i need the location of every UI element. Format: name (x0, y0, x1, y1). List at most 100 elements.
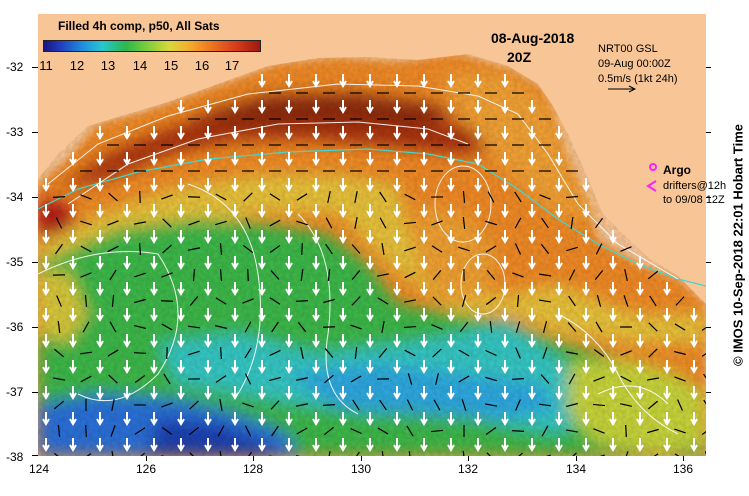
current-vector (595, 321, 603, 333)
current-vector (42, 386, 50, 400)
current-vector (231, 100, 239, 114)
current-vector (161, 194, 173, 200)
current-vector (285, 230, 293, 244)
current-vector (528, 204, 536, 218)
current-vector (447, 360, 455, 374)
current-vector (486, 269, 496, 281)
current-vector (393, 74, 401, 88)
x-tick-label: 136 (672, 462, 694, 476)
current-vector (600, 454, 605, 456)
current-vector (140, 452, 146, 456)
current-vector (350, 324, 362, 330)
current-vector (258, 204, 266, 218)
current-vector (596, 295, 602, 307)
current-vector (215, 297, 227, 305)
current-vector (107, 349, 119, 357)
current-vector (555, 438, 563, 452)
current-vector (54, 243, 64, 255)
current-vector (80, 194, 92, 200)
current-vector (339, 152, 347, 166)
current-vector (447, 152, 455, 166)
argo-marker-icon (649, 163, 657, 171)
current-vector (134, 374, 146, 384)
current-vector (96, 334, 104, 348)
current-vector (528, 412, 536, 426)
current-vector (243, 192, 253, 202)
current-vector (582, 334, 590, 348)
current-vector (84, 294, 88, 308)
current-vector (258, 256, 266, 270)
current-vector (458, 349, 470, 357)
current-vector (312, 152, 320, 166)
current-vector (231, 282, 239, 296)
current-vector (325, 217, 333, 229)
current-vector (96, 282, 104, 296)
current-vector (366, 74, 374, 88)
current-vector (296, 427, 308, 435)
current-vector (690, 360, 698, 374)
current-vector (376, 273, 390, 277)
current-vector (187, 325, 201, 329)
current-vector (474, 282, 482, 296)
current-vector (285, 360, 293, 374)
current-vector (515, 347, 521, 359)
current-vector (150, 230, 158, 244)
current-vector (177, 438, 185, 452)
current-vector (258, 412, 266, 426)
current-vector (79, 351, 93, 355)
current-vector (312, 256, 320, 270)
current-vector (485, 349, 497, 357)
current-vector (177, 360, 185, 374)
current-vector (593, 376, 605, 382)
current-vector (474, 256, 482, 270)
current-vector (567, 322, 577, 332)
current-vector (285, 282, 293, 296)
current-vector (219, 346, 223, 360)
current-vector (231, 438, 239, 452)
current-vector (487, 191, 495, 203)
current-vector (269, 376, 281, 382)
current-vector (404, 271, 416, 279)
y-tick-label: -35 (6, 255, 24, 269)
current-vector (582, 256, 590, 270)
current-vector (80, 272, 92, 278)
current-vector (300, 347, 304, 359)
current-vector (511, 378, 525, 380)
current-vector (177, 204, 185, 218)
current-vector (312, 334, 320, 348)
current-vector (300, 268, 304, 282)
current-vector (285, 308, 293, 322)
current-vector (42, 412, 50, 426)
current-vector (432, 348, 442, 358)
current-vector (219, 450, 222, 456)
current-vector (474, 438, 482, 452)
current-vector (271, 425, 279, 437)
current-vector (258, 282, 266, 296)
current-vector (328, 450, 331, 456)
y-tick-label: -32 (6, 60, 24, 74)
current-vector (540, 374, 550, 384)
current-vector (582, 308, 590, 322)
current-vector (160, 300, 174, 302)
y-tick-label: -36 (6, 320, 24, 334)
current-vector (133, 352, 147, 354)
current-vector (570, 216, 574, 230)
current-vector (204, 256, 212, 270)
current-vector (177, 256, 185, 270)
current-vector (150, 412, 158, 426)
current-vector (366, 204, 374, 218)
current-vector (366, 360, 374, 374)
current-vector (582, 178, 590, 192)
current-vector (269, 349, 281, 357)
current-vector (420, 386, 428, 400)
current-vector (285, 334, 293, 348)
current-vector (447, 282, 455, 296)
current-vector (404, 349, 416, 357)
current-vector (123, 204, 131, 218)
current-vector (624, 269, 628, 281)
current-vector (674, 453, 680, 456)
current-vector (674, 376, 686, 382)
current-vector (69, 334, 77, 348)
current-vector (663, 282, 671, 296)
current-vector (204, 334, 212, 348)
